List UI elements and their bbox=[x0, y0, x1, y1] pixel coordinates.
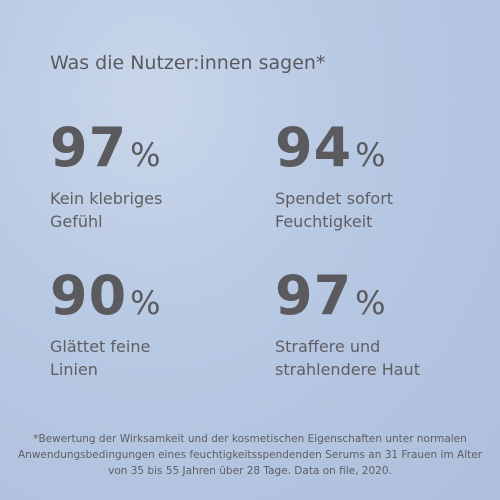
stat-label: Spendet sofort Feuchtigkeit bbox=[275, 187, 485, 233]
stat-unit: % bbox=[130, 284, 162, 322]
stat-label-line: Linien bbox=[50, 360, 98, 379]
stat-value: 97 bbox=[275, 264, 353, 327]
stat-value: 97 bbox=[50, 116, 128, 179]
footnote: *Bewertung der Wirksamkeit und der kosme… bbox=[10, 431, 490, 479]
stat-unit: % bbox=[355, 136, 387, 174]
stat-unit: % bbox=[355, 284, 387, 322]
stat-label-line: Gefühl bbox=[50, 212, 103, 231]
stat-number: 94% bbox=[275, 120, 485, 183]
footnote-line: von 35 bis 55 Jahren über 28 Tage. Data … bbox=[108, 465, 392, 477]
stat-number: 90% bbox=[50, 268, 260, 331]
stat-label-line: Glättet feine bbox=[50, 337, 151, 356]
stat-label-line: Kein klebriges bbox=[50, 189, 163, 208]
stat-number: 97% bbox=[50, 120, 260, 183]
stat-label-line: strahlendere Haut bbox=[275, 360, 420, 379]
stat-label-line: Spendet sofort bbox=[275, 189, 394, 208]
stat-label: Glättet feine Linien bbox=[50, 335, 260, 381]
stat: 97% Kein klebriges Gefühl bbox=[50, 120, 260, 233]
stat: 94% Spendet sofort Feuchtigkeit bbox=[275, 120, 485, 233]
stat-label: Straffere und strahlendere Haut bbox=[275, 335, 485, 381]
stat-unit: % bbox=[130, 136, 162, 174]
title: Was die Nutzer:innen sagen* bbox=[50, 52, 326, 74]
stat-value: 90 bbox=[50, 264, 128, 327]
stat: 97% Straffere und strahlendere Haut bbox=[275, 268, 485, 381]
stat-label-line: Straffere und bbox=[275, 337, 381, 356]
footnote-line: *Bewertung der Wirksamkeit und der kosme… bbox=[33, 433, 467, 445]
stat: 90% Glättet feine Linien bbox=[50, 268, 260, 381]
stat-value: 94 bbox=[275, 116, 353, 179]
footnote-line: Anwendungsbedingungen eines feuchtigkeit… bbox=[17, 449, 483, 461]
stat-label-line: Feuchtigkeit bbox=[275, 212, 373, 231]
stat-label: Kein klebriges Gefühl bbox=[50, 187, 260, 233]
stat-number: 97% bbox=[275, 268, 485, 331]
